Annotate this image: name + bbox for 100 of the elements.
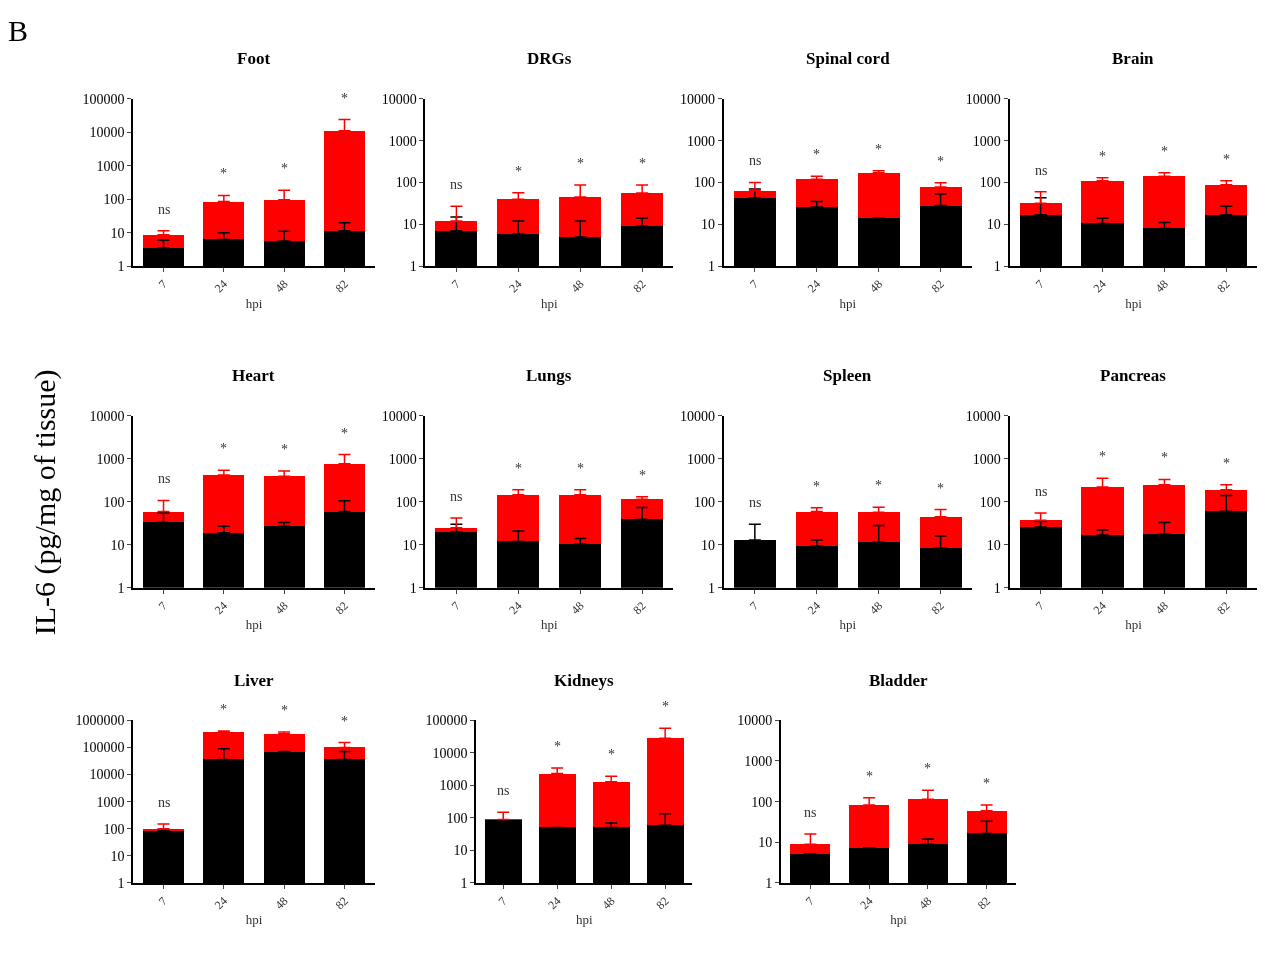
x-tick-label: 7	[1032, 277, 1047, 292]
x-tick-label: 82	[653, 893, 672, 913]
x-axis-title: hpi	[839, 617, 857, 633]
x-tick-label: 48	[272, 598, 291, 618]
x-tick-label: 7	[155, 893, 170, 908]
y-tick-label: 10000	[965, 408, 1001, 424]
y-tick-label: 1000	[687, 133, 716, 149]
y-tick-label: 10000	[737, 713, 773, 729]
chart-title: Spleen	[823, 366, 872, 385]
annotation: *	[1223, 152, 1230, 167]
y-tick-label: 100000	[425, 713, 468, 729]
annotation: *	[341, 91, 348, 106]
chart-title: Liver	[234, 671, 275, 690]
y-tick-label: 10000	[89, 125, 125, 141]
bar	[621, 499, 664, 520]
annotation: *	[813, 147, 820, 162]
annotation: *	[515, 164, 522, 179]
y-tick-label: 10	[701, 217, 716, 233]
y-tick-label: 10	[110, 537, 125, 553]
x-tick-label: 24	[804, 277, 824, 296]
annotation: *	[577, 156, 584, 171]
y-tick-label: 100000	[82, 740, 125, 756]
x-tick-label: 24	[211, 277, 231, 296]
annotation: *	[875, 142, 882, 157]
y-tick-label: 1000	[687, 451, 716, 467]
x-axis-title: hpi	[1125, 617, 1143, 633]
y-tick-label: 100	[103, 821, 125, 837]
annotation: ns	[497, 783, 510, 798]
x-tick-label: 48	[599, 893, 618, 913]
annotation: ns	[158, 471, 171, 486]
x-axis-title: hpi	[839, 295, 857, 311]
annotation: *	[924, 761, 931, 776]
annotation: *	[220, 441, 227, 456]
y-tick-label: 10000	[381, 408, 417, 424]
annotation: *	[1223, 456, 1230, 471]
x-axis-title: hpi	[1125, 295, 1143, 311]
annotation: *	[1099, 449, 1106, 464]
y-tick-label: 1	[117, 580, 125, 596]
x-axis-title: hpi	[575, 912, 593, 928]
x-tick-label: 24	[545, 893, 564, 913]
chart-title: Lungs	[526, 366, 572, 385]
annotation: ns	[450, 177, 463, 192]
y-tick-label: 10	[402, 537, 417, 553]
x-tick-label: 7	[448, 598, 463, 613]
y-tick-label: 10	[110, 848, 125, 864]
y-tick-label: 1000	[439, 778, 468, 794]
y-tick-label: 1000000	[75, 713, 125, 729]
y-tick-label: 1	[993, 259, 1001, 275]
y-tick-label: 10000	[432, 745, 468, 761]
x-axis-title: hpi	[540, 295, 558, 311]
y-tick-label: 10	[986, 537, 1001, 553]
y-tick-label: 1	[117, 259, 125, 275]
x-tick-label: 24	[506, 277, 525, 296]
y-tick-label: 100	[103, 192, 125, 208]
chart-title: Spinal cord	[806, 49, 891, 68]
x-tick-label: 48	[866, 598, 886, 618]
y-tick-label: 1	[708, 259, 716, 275]
x-tick-label: 7	[495, 893, 510, 908]
y-tick-label: 10000	[89, 767, 125, 783]
bar	[263, 733, 305, 752]
chart-title: Bladder	[869, 671, 929, 690]
x-tick-label: 48	[866, 277, 886, 296]
x-axis-title: hpi	[245, 617, 263, 633]
annotation: *	[937, 481, 944, 496]
x-tick-label: 82	[630, 277, 649, 296]
annotation: *	[577, 461, 584, 476]
x-tick-label: 24	[1090, 277, 1109, 296]
annotation: *	[983, 776, 990, 791]
y-tick-label: 10	[402, 217, 417, 233]
y-tick-label: 1000	[388, 451, 417, 467]
y-tick-label: 1	[708, 580, 716, 596]
text: *	[662, 699, 669, 714]
annotation: *	[220, 166, 227, 181]
annotation: ns	[1035, 163, 1048, 178]
y-tick-label: 1	[409, 580, 417, 596]
x-tick-label: 48	[568, 277, 587, 296]
bar	[203, 731, 245, 760]
chart-title: Pancreas	[1100, 366, 1167, 385]
y-tick-label: 10	[701, 537, 716, 553]
y-tick-label: 10	[453, 843, 468, 859]
x-tick-label: 7	[747, 598, 762, 613]
x-tick-label: 82	[1214, 598, 1233, 618]
annotation: *	[341, 714, 348, 729]
x-axis-title: hpi	[245, 912, 263, 928]
y-tick-label: 1000	[96, 158, 125, 174]
annotation: ns	[158, 795, 171, 810]
x-tick-label: 24	[804, 598, 824, 618]
y-tick-label: 1000	[388, 133, 417, 149]
x-tick-label: 24	[506, 598, 525, 618]
annotation: ns	[450, 489, 463, 504]
x-tick-label: 24	[211, 598, 231, 618]
annotation: *	[875, 478, 882, 493]
chart-title: DRGs	[527, 49, 572, 68]
y-tick-label: 1000	[972, 133, 1001, 149]
annotation: *	[281, 442, 288, 457]
annotation: *	[639, 156, 646, 171]
x-tick-label: 48	[1152, 277, 1171, 296]
x-tick-label: 7	[747, 277, 762, 292]
y-tick-label: 10000	[89, 408, 125, 424]
x-tick-label: 48	[915, 893, 935, 913]
